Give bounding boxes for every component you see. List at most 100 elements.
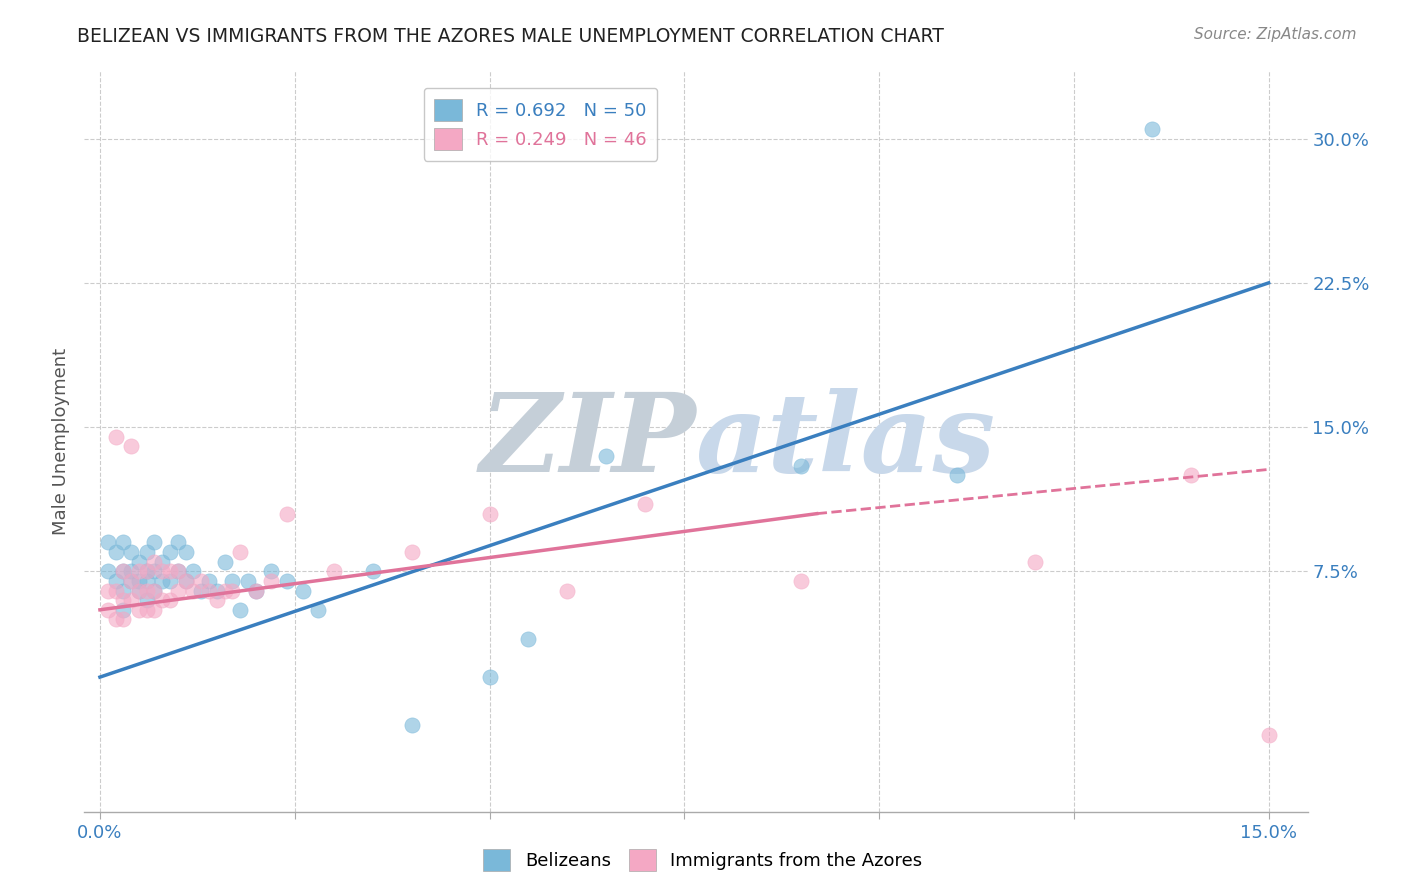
Point (150, 565, 173, 579)
Point (120, 593, 142, 607)
Point (128, 555, 150, 569)
Point (120, 565, 142, 579)
Point (135, 565, 157, 579)
Point (135, 603, 157, 617)
Text: Source: ZipAtlas.com: Source: ZipAtlas.com (1194, 27, 1357, 42)
Point (245, 583, 267, 598)
Point (143, 535, 166, 549)
Point (128, 583, 150, 598)
Point (120, 574, 142, 588)
Point (166, 583, 188, 598)
Point (174, 574, 197, 588)
Point (104, 545, 127, 559)
Point (97, 583, 120, 598)
Point (595, 449, 617, 463)
Point (143, 583, 166, 598)
Point (128, 603, 150, 617)
Point (183, 583, 205, 598)
Point (104, 430, 127, 444)
Point (790, 574, 813, 588)
Point (198, 574, 221, 588)
Point (97, 565, 120, 579)
Point (221, 583, 243, 598)
Point (401, 718, 423, 732)
Point (221, 574, 243, 588)
Point (112, 603, 135, 617)
Point (159, 565, 181, 579)
Point (174, 545, 197, 559)
Point (112, 593, 135, 607)
Point (214, 555, 236, 569)
Point (190, 574, 212, 588)
Point (104, 583, 127, 598)
Point (946, 468, 969, 483)
Point (104, 574, 127, 588)
Legend: R = 0.692   N = 50, R = 0.249   N = 46: R = 0.692 N = 50, R = 0.249 N = 46 (423, 87, 658, 161)
Point (135, 565, 157, 579)
Point (143, 603, 166, 617)
Point (229, 545, 252, 559)
Point (401, 545, 423, 559)
Text: ZIP: ZIP (479, 388, 696, 495)
Point (245, 583, 267, 598)
Point (120, 574, 142, 588)
Point (276, 507, 298, 521)
Point (135, 574, 157, 588)
Point (135, 545, 157, 559)
Point (150, 574, 173, 588)
Point (143, 555, 166, 569)
Point (174, 574, 197, 588)
Point (135, 593, 157, 607)
Point (291, 583, 314, 598)
Point (236, 574, 259, 588)
Point (150, 593, 173, 607)
Point (135, 583, 157, 598)
Point (517, 632, 540, 646)
Point (307, 603, 329, 617)
Point (478, 507, 501, 521)
Point (128, 583, 150, 598)
Point (143, 583, 166, 598)
Point (112, 612, 135, 626)
Point (150, 555, 173, 569)
Point (1140, 122, 1163, 136)
Point (120, 545, 142, 559)
Point (112, 583, 135, 598)
Point (97, 535, 120, 549)
Point (112, 565, 135, 579)
Point (190, 583, 212, 598)
Point (634, 497, 657, 511)
Point (128, 565, 150, 579)
Point (1024, 555, 1046, 569)
Point (159, 593, 181, 607)
Point (183, 565, 205, 579)
Point (214, 583, 236, 598)
Point (205, 593, 228, 607)
Point (260, 565, 283, 579)
Point (120, 439, 142, 453)
Point (97, 603, 120, 617)
Point (112, 565, 135, 579)
Point (557, 583, 579, 598)
Point (166, 565, 188, 579)
Text: atlas: atlas (696, 388, 997, 495)
Point (478, 670, 501, 684)
Point (276, 574, 298, 588)
Text: BELIZEAN VS IMMIGRANTS FROM THE AZORES MALE UNEMPLOYMENT CORRELATION CHART: BELIZEAN VS IMMIGRANTS FROM THE AZORES M… (77, 27, 945, 45)
Point (260, 574, 283, 588)
Point (166, 565, 188, 579)
Point (205, 583, 228, 598)
Point (322, 565, 344, 579)
Point (198, 583, 221, 598)
Legend: Belizeans, Immigrants from the Azores: Belizeans, Immigrants from the Azores (477, 842, 929, 879)
Point (229, 603, 252, 617)
Point (143, 565, 166, 579)
Point (790, 458, 813, 473)
Point (104, 612, 127, 626)
Point (1257, 728, 1279, 742)
Point (159, 574, 181, 588)
Point (1180, 468, 1202, 483)
Point (112, 535, 135, 549)
Point (361, 565, 384, 579)
Point (128, 574, 150, 588)
